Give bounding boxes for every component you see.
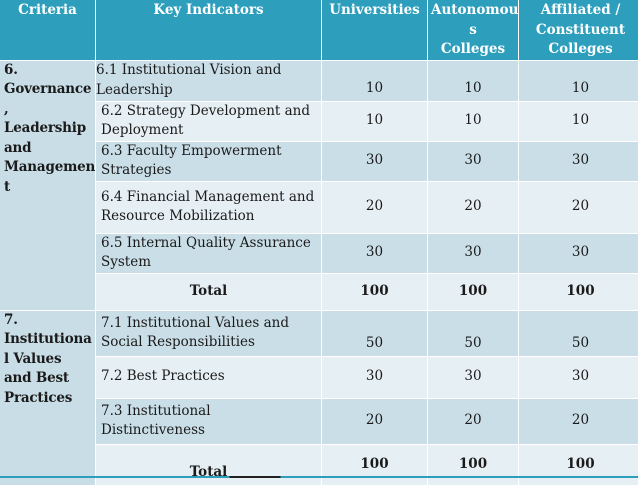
table-row: 6.4 Financial Management and Resource Mo…	[0, 181, 638, 233]
total-row: Total 100 100 100	[0, 273, 638, 310]
value-cell: 30	[519, 356, 638, 398]
indicator-cell: 6.5 Internal Quality Assurance System	[96, 233, 321, 273]
indicator-cell: 7.2 Best Practices	[96, 356, 321, 398]
value-cell: 10	[428, 60, 518, 101]
value-cell: 20	[428, 398, 518, 444]
indicator-cell: 6.4 Financial Management and Resource Mo…	[96, 181, 321, 233]
indicator-cell: 7.3 Institutional Distinctiveness	[96, 398, 321, 444]
value-cell: 10	[322, 60, 427, 101]
value-cell: 20	[322, 398, 427, 444]
table-row: 6. Governance , Leadership and Managemen…	[0, 60, 638, 310]
value-cell: 50	[322, 310, 427, 356]
table-row: 7. Institutiona l Values and Best Practi…	[0, 310, 638, 485]
total-value: 100	[519, 273, 638, 310]
value-cell: 10	[428, 101, 518, 141]
header-universities: Universities	[322, 0, 427, 60]
header-criteria: Criteria	[0, 0, 95, 60]
indicator-cell: 7.1 Institutional Values and Social Resp…	[96, 310, 321, 356]
value-cell: 20	[428, 181, 518, 233]
value-cell: 30	[428, 356, 518, 398]
value-cell: 30	[322, 233, 427, 273]
value-cell: 30	[322, 356, 427, 398]
value-cell: 30	[428, 141, 518, 181]
value-cell: 30	[519, 233, 638, 273]
value-cell: 10	[519, 101, 638, 141]
value-cell: 30	[519, 141, 638, 181]
header-row: Criteria Key Indicators Universities Aut…	[0, 0, 638, 60]
table-row: 6.2 Strategy Development and Deployment …	[0, 101, 638, 141]
total-value: 100	[519, 444, 638, 485]
table-row: 7.2 Best Practices 30 30 30	[0, 356, 638, 398]
slide-bottom-bar	[0, 476, 638, 478]
table-row: 7.3 Institutional Distinctiveness 20 20 …	[0, 398, 638, 444]
header-key-indicators: Key Indicators	[96, 0, 321, 60]
total-value: 100	[322, 273, 427, 310]
criteria-cell: 6. Governance , Leadership and Managemen…	[0, 60, 95, 310]
total-value: 100	[322, 444, 427, 485]
value-cell: 10	[322, 101, 427, 141]
header-affiliated-colleges: Affiliated / Constituent Colleges	[519, 0, 638, 60]
total-row: Total 100 100 100	[0, 444, 638, 485]
criteria-cell: 7. Institutiona l Values and Best Practi…	[0, 310, 95, 485]
value-cell: 20	[519, 398, 638, 444]
total-value: 100	[428, 444, 518, 485]
value-cell: 10	[519, 60, 638, 101]
value-cell: 50	[519, 310, 638, 356]
indicator-cell: 6.3 Faculty Empowerment Strategies	[96, 141, 321, 181]
table-row: 6.5 Internal Quality Assurance System 30…	[0, 233, 638, 273]
value-cell: 30	[428, 233, 518, 273]
indicator-cell: 6.2 Strategy Development and Deployment	[96, 101, 321, 141]
value-cell: 20	[322, 181, 427, 233]
header-autonomous-colleges: Autonomou s Colleges	[428, 0, 518, 60]
table-row: 6.3 Faculty Empowerment Strategies 30 30…	[0, 141, 638, 181]
value-cell: 50	[428, 310, 518, 356]
total-label: Total	[96, 273, 321, 310]
value-cell: 30	[322, 141, 427, 181]
total-value: 100	[428, 273, 518, 310]
total-label: Total	[96, 444, 321, 485]
value-cell: 20	[519, 181, 638, 233]
indicator-cell: 6.1 Institutional Vision and Leadership	[96, 60, 321, 101]
